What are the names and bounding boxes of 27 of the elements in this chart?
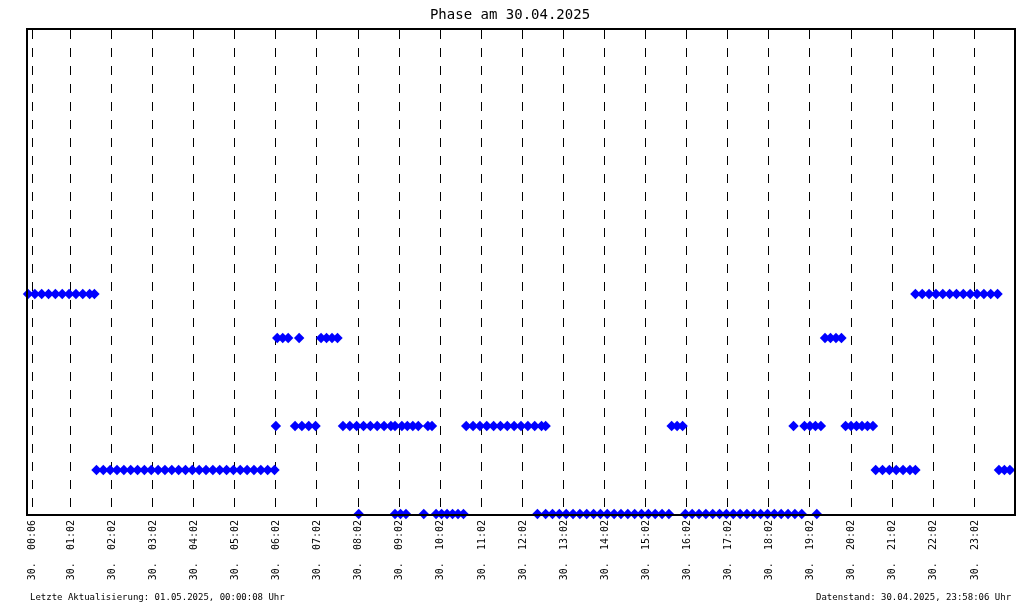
chart-title: Phase am 30.04.2025 xyxy=(429,5,591,22)
x-tick-label: 30. 17:02 xyxy=(722,520,734,581)
x-tick-label: 30. 05:02 xyxy=(229,520,241,581)
x-tick-label: 30. 08:02 xyxy=(352,520,364,581)
x-tick-label: 30. 16:02 xyxy=(680,520,692,581)
x-tick-label: 30. 22:02 xyxy=(927,520,939,581)
x-tick-label: 30. 23:02 xyxy=(968,520,980,581)
x-tick-label: 30. 21:02 xyxy=(886,520,898,581)
x-tick-label: 30. 04:02 xyxy=(187,520,199,581)
x-tick-label: 30. 11:02 xyxy=(475,520,487,581)
text: Datenstand: 30.04.2025, 23:58:06 Uhr xyxy=(816,592,1012,602)
x-tick-label: 30. 06:02 xyxy=(270,520,282,581)
x-tick-label: 30. 13:02 xyxy=(557,520,569,581)
x-tick-label: 30. 14:02 xyxy=(598,520,610,581)
x-tick-label: 30. 10:02 xyxy=(434,520,446,581)
x-tick-label: 30. 01:02 xyxy=(64,520,76,581)
x-tick-label: 30. 03:02 xyxy=(146,520,158,581)
x-tick-label: 30. 15:02 xyxy=(639,520,651,581)
x-tick-label: 30. 20:02 xyxy=(845,520,857,581)
text: Letzte Aktualisierung: 01.05.2025, 00:00:08 Uhr xyxy=(30,592,286,602)
x-tick-label: 30. 19:02 xyxy=(804,520,816,581)
x-tick-label: 30. 12:02 xyxy=(516,520,528,581)
x-tick-label: 30. 00:06 xyxy=(26,520,38,581)
x-tick-label: 30. 07:02 xyxy=(311,520,323,581)
x-tick-label: 30. 09:02 xyxy=(393,520,405,581)
x-tick-label: 30. 18:02 xyxy=(763,520,775,581)
x-tick-label: 30. 02:02 xyxy=(105,520,117,581)
